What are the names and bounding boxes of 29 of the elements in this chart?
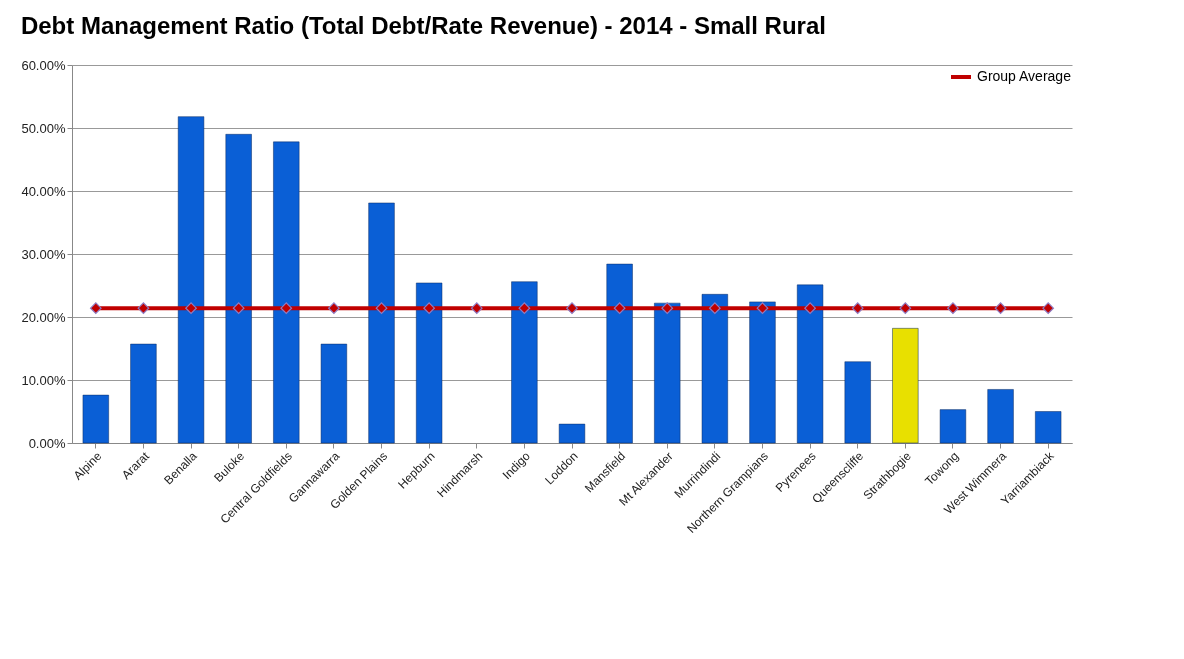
legend-label: Group Average: [977, 68, 1072, 84]
y-tick-label: 0.00%: [28, 435, 66, 451]
bar: [558, 423, 586, 444]
bar: [987, 389, 1014, 444]
bar: [606, 263, 633, 444]
bar: [273, 141, 300, 444]
bar: [749, 301, 776, 444]
y-tick-label: 20.00%: [21, 309, 66, 325]
bar: [416, 282, 443, 444]
bar: [939, 409, 967, 444]
y-tick-label: 40.00%: [21, 183, 66, 199]
bar: [892, 328, 919, 444]
bar: [701, 294, 728, 444]
bar: [130, 343, 157, 444]
bar: [320, 343, 348, 444]
bar: [511, 281, 538, 444]
bar: [796, 284, 824, 444]
y-tick-label: 50.00%: [21, 120, 66, 136]
y-tick-label: 60.00%: [21, 57, 66, 73]
bar: [225, 134, 252, 444]
chart-title: Debt Management Ratio (Total Debt/Rate Revenue) - 2014 - Small Rural: [20, 12, 826, 39]
bar: [368, 202, 395, 444]
bar: [654, 302, 681, 444]
bar: [844, 361, 871, 444]
y-tick-label: 10.00%: [21, 372, 66, 388]
bar: [177, 116, 205, 444]
bar: [1035, 411, 1062, 444]
y-tick-label: 30.00%: [21, 246, 66, 262]
bar: [82, 394, 109, 444]
